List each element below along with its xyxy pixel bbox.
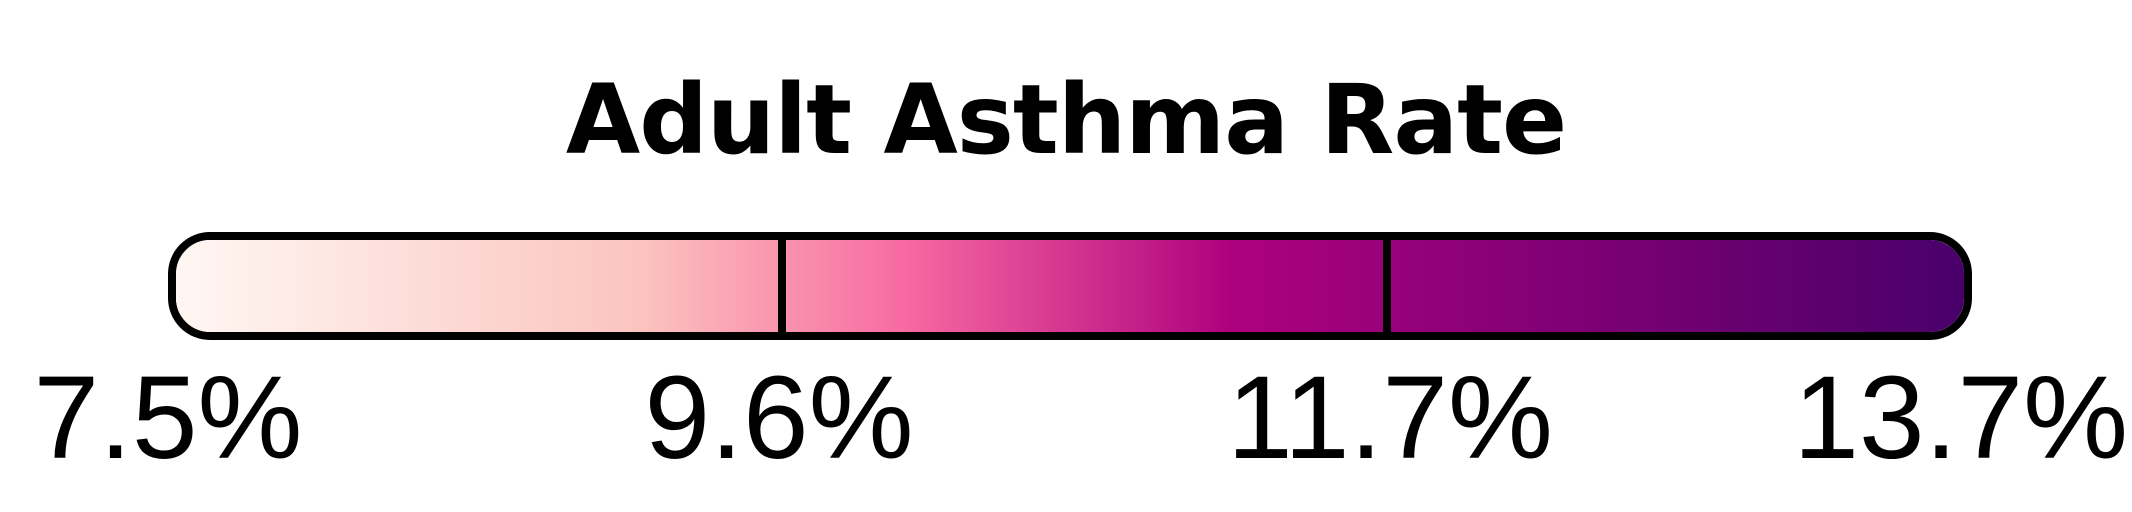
tick-label-3: 11.7% <box>1227 352 1553 484</box>
color-gradient <box>176 240 1964 332</box>
tick-label-max: 13.7% <box>1793 352 2128 484</box>
divider-1 <box>777 240 786 332</box>
tick-label-min: 7.5% <box>33 352 303 484</box>
legend-title: Adult Asthma Rate <box>565 64 1567 176</box>
color-scale-bar <box>168 232 1972 340</box>
divider-2 <box>1383 240 1392 332</box>
tick-label-2: 9.6% <box>644 352 914 484</box>
